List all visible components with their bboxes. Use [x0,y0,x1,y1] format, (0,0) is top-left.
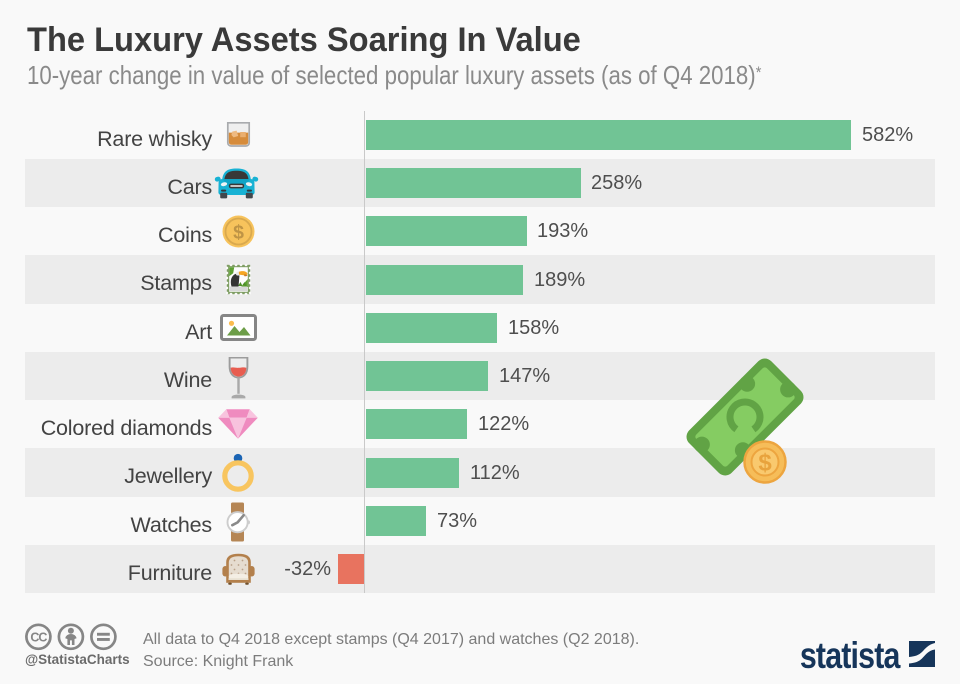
svg-text:$: $ [758,450,772,477]
svg-text:$: $ [233,222,244,244]
svg-text:CC: CC [30,630,47,644]
